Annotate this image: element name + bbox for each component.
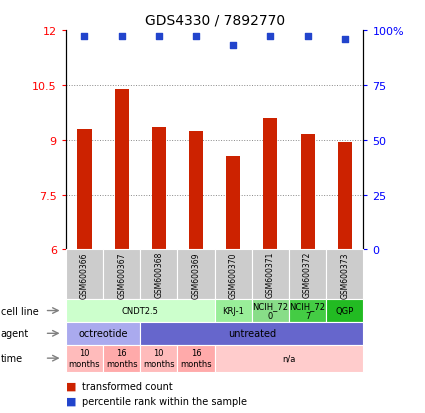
Point	[193, 33, 199, 40]
Text: GSM600370: GSM600370	[229, 252, 238, 298]
Text: 10
months: 10 months	[69, 349, 100, 368]
Text: 16
months: 16 months	[106, 349, 137, 368]
Text: GSM600373: GSM600373	[340, 252, 349, 298]
Title: GDS4330 / 7892770: GDS4330 / 7892770	[144, 13, 285, 27]
Point	[230, 42, 237, 49]
Text: KRJ-1: KRJ-1	[222, 306, 244, 315]
Text: GSM600371: GSM600371	[266, 252, 275, 298]
Bar	[300, 135, 314, 250]
Bar	[338, 142, 352, 250]
Text: GSM600368: GSM600368	[154, 252, 163, 298]
Text: time: time	[1, 353, 23, 363]
Point	[304, 33, 311, 40]
Text: cell line: cell line	[1, 306, 39, 316]
Text: CNDT2.5: CNDT2.5	[122, 306, 159, 315]
Text: 10
months: 10 months	[143, 349, 175, 368]
Text: untreated: untreated	[228, 328, 276, 339]
Text: GSM600369: GSM600369	[192, 252, 201, 298]
Text: NCIH_72
7: NCIH_72 7	[289, 301, 326, 320]
Text: GSM600367: GSM600367	[117, 252, 126, 298]
Bar	[77, 129, 91, 250]
Text: GSM600366: GSM600366	[80, 252, 89, 298]
Point	[156, 33, 162, 40]
Bar	[226, 157, 240, 250]
Text: GSM600372: GSM600372	[303, 252, 312, 298]
Point	[118, 33, 125, 40]
Text: ■: ■	[66, 396, 76, 406]
Point	[81, 33, 88, 40]
Text: octreotide: octreotide	[78, 328, 128, 339]
Text: percentile rank within the sample: percentile rank within the sample	[82, 396, 247, 406]
Bar	[189, 131, 203, 250]
Text: NCIH_72
0: NCIH_72 0	[252, 301, 289, 320]
Point	[267, 33, 274, 40]
Text: n/a: n/a	[282, 354, 296, 363]
Bar	[152, 128, 166, 250]
Point	[341, 37, 348, 43]
Text: ■: ■	[66, 381, 76, 391]
Text: 16
months: 16 months	[180, 349, 212, 368]
Text: transformed count: transformed count	[82, 381, 173, 391]
Bar	[115, 89, 129, 250]
Text: QGP: QGP	[336, 306, 354, 315]
Bar	[264, 119, 278, 250]
Text: agent: agent	[1, 328, 29, 339]
